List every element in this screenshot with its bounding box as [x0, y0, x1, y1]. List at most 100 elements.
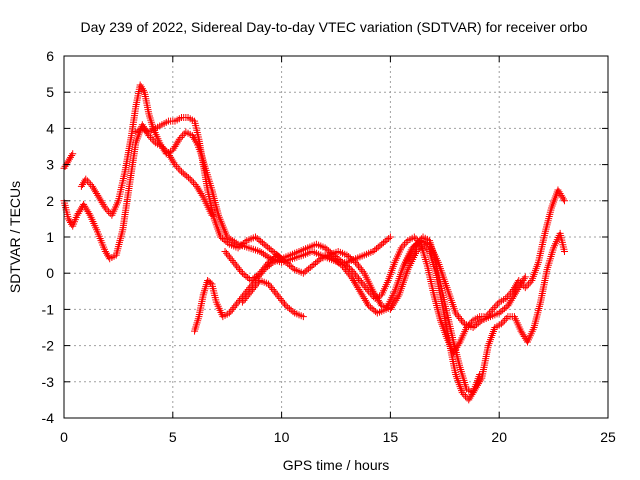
data-point: [184, 174, 192, 182]
data-point: [352, 258, 360, 266]
data-point: [335, 259, 343, 267]
data-point: [240, 296, 248, 304]
data-point: [517, 280, 525, 288]
data-point: [521, 273, 529, 281]
data-point: [251, 274, 259, 282]
y-tick-label: 5: [46, 84, 54, 100]
data-point: [240, 271, 248, 279]
data-point: [399, 242, 407, 250]
data-point: [174, 137, 182, 145]
data-point: [401, 240, 409, 248]
data-point: [224, 239, 232, 247]
data-point: [391, 298, 399, 306]
data-point: [263, 260, 271, 268]
data-point: [102, 249, 110, 257]
data-point: [358, 291, 366, 299]
data-point: [157, 141, 165, 149]
data-point: [267, 246, 275, 254]
data-point: [301, 268, 309, 276]
data-point: [253, 280, 261, 288]
data-point: [83, 206, 91, 214]
data-point: [61, 162, 69, 170]
data-point: [64, 215, 72, 223]
data-point: [348, 255, 356, 263]
data-point: [229, 237, 237, 245]
data-point: [554, 186, 562, 194]
data-point: [360, 295, 368, 303]
data-point: [378, 240, 386, 248]
data-point: [247, 287, 255, 295]
data-point: [196, 188, 204, 196]
data-point: [560, 247, 568, 255]
data-point: [497, 308, 505, 316]
data-point: [67, 153, 75, 161]
data-point: [516, 282, 524, 290]
data-point: [171, 161, 179, 169]
data-point: [393, 295, 401, 303]
data-point: [315, 256, 323, 264]
data-point: [452, 309, 460, 317]
data-point: [167, 153, 175, 161]
data-point: [69, 150, 77, 158]
data-point: [255, 236, 263, 244]
data-point: [76, 206, 84, 214]
data-point: [374, 243, 382, 251]
data-point: [97, 197, 105, 205]
data-point: [92, 188, 100, 196]
data-point: [244, 274, 252, 282]
data-point: [82, 204, 90, 212]
x-tick-label: 25: [600, 429, 616, 445]
data-point: [265, 280, 273, 288]
data-point: [330, 255, 338, 263]
data-point: [188, 177, 196, 185]
data-point: [101, 247, 109, 255]
data-point: [397, 244, 405, 252]
data-point: [222, 237, 230, 245]
data-point: [77, 182, 85, 190]
data-point: [333, 258, 341, 266]
data-point: [518, 329, 526, 337]
data-point: [195, 186, 203, 194]
data-point: [237, 267, 245, 275]
series-arc-1: [60, 121, 216, 263]
data-point: [136, 81, 144, 89]
data-point: [217, 233, 225, 241]
data-point: [353, 282, 361, 290]
data-point: [159, 144, 167, 152]
data-point: [521, 334, 529, 342]
data-point: [105, 253, 113, 261]
data-point: [505, 300, 513, 308]
data-point: [466, 394, 474, 402]
data-point: [519, 331, 527, 339]
data-point: [284, 303, 292, 311]
data-point: [82, 175, 90, 183]
data-point: [370, 289, 378, 297]
data-point: [189, 179, 197, 187]
x-tick-label: 10: [274, 429, 290, 445]
data-point: [269, 285, 277, 293]
data-point: [513, 287, 521, 295]
data-point: [194, 184, 202, 192]
data-point: [257, 267, 265, 275]
data-point: [67, 219, 75, 227]
data-point: [360, 282, 368, 290]
data-point: [65, 217, 73, 225]
data-point: [259, 250, 267, 258]
data-point: [249, 285, 257, 293]
y-tick-label: 1: [46, 229, 54, 245]
data-point: [383, 236, 391, 244]
data-point: [494, 300, 502, 308]
data-point: [305, 265, 313, 273]
data-point: [94, 191, 102, 199]
y-tick-label: 0: [46, 265, 54, 281]
data-point: [353, 260, 361, 268]
data-point: [221, 247, 229, 255]
data-point: [308, 262, 316, 270]
data-point: [413, 240, 421, 248]
data-point: [556, 190, 564, 198]
data-point: [241, 238, 249, 246]
data-point: [99, 200, 107, 208]
data-point: [369, 287, 377, 295]
data-point: [520, 275, 528, 283]
data-point: [299, 313, 307, 321]
